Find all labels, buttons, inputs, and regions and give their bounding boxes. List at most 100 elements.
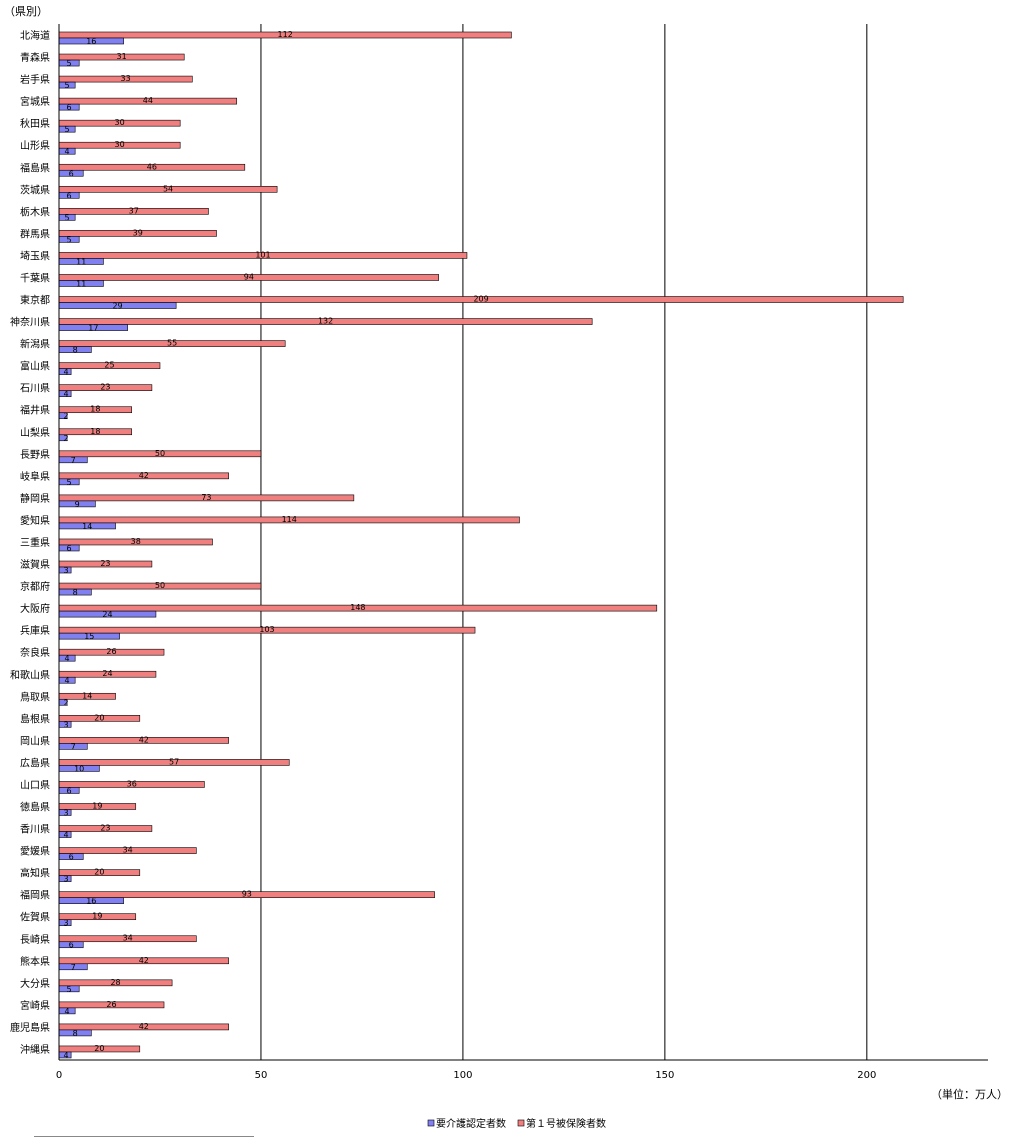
legend-swatch [517, 1119, 525, 1127]
legend-swatch [427, 1119, 435, 1127]
data-label: 34 [123, 846, 133, 855]
category-label: 岡山県 [20, 735, 50, 747]
category-label: 新潟県 [20, 338, 50, 351]
data-label: 14 [82, 691, 92, 700]
category-label: 山口県 [20, 779, 50, 791]
category-label: 香川県 [20, 824, 50, 836]
category-label: 群馬県 [20, 227, 50, 240]
data-label: 30 [114, 118, 124, 127]
x-tick-label: 150 [655, 1070, 674, 1081]
category-label: 滋賀県 [20, 558, 50, 571]
data-label: 4 [63, 1051, 68, 1060]
gridlines [260, 24, 868, 1060]
category-label: 和歌山県 [10, 668, 50, 681]
category-label: 山形県 [20, 140, 50, 152]
x-tick-label: 50 [255, 1070, 268, 1081]
category-label: 宮崎県 [20, 999, 50, 1012]
data-label: 16 [86, 37, 96, 46]
category-label: 福井県 [20, 404, 50, 417]
data-label: 6 [67, 191, 72, 200]
category-label: 神奈川県 [10, 316, 50, 329]
data-label: 50 [155, 449, 165, 458]
data-label: 94 [244, 272, 254, 281]
value-labels: 1121631533544630530446654637539510111941… [63, 30, 488, 1060]
data-label: 42 [139, 1022, 149, 1031]
data-label: 103 [259, 625, 274, 634]
data-label: 3 [63, 720, 68, 729]
x-tick-labels: 0 50 100 150 200 [56, 1070, 877, 1081]
category-label: 岩手県 [20, 73, 50, 86]
category-label: 沖縄県 [20, 1043, 50, 1056]
data-label: 4 [65, 147, 70, 156]
data-label: 46 [147, 162, 157, 171]
data-label: 11 [76, 257, 86, 266]
category-label: 福島県 [20, 161, 50, 174]
category-label: 大阪府 [20, 602, 50, 615]
data-label: 209 [473, 295, 488, 304]
data-label: 4 [63, 831, 68, 840]
category-label: 青森県 [20, 51, 50, 64]
data-label: 5 [65, 213, 70, 222]
category-label: 千葉県 [20, 271, 50, 284]
data-label: 5 [67, 985, 72, 994]
data-label: 7 [71, 742, 76, 751]
data-label: 93 [242, 890, 252, 899]
category-label: 広島県 [20, 756, 50, 769]
x-tick-label: 100 [453, 1070, 472, 1081]
category-label: 大分県 [20, 977, 50, 990]
category-label: 宮城県 [20, 95, 50, 108]
data-label: 8 [73, 1029, 78, 1038]
data-label: 26 [106, 1000, 116, 1009]
data-label: 44 [143, 96, 153, 105]
category-label: 島根県 [20, 712, 50, 725]
bars [58, 31, 904, 1059]
data-label: 2 [63, 412, 68, 421]
data-label: 3 [63, 808, 68, 817]
data-label: 114 [282, 515, 297, 524]
data-label: 38 [131, 537, 141, 546]
data-label: 5 [65, 125, 70, 134]
data-label: 23 [100, 824, 110, 833]
data-label: 6 [69, 853, 74, 862]
data-label: 16 [86, 897, 96, 906]
data-label: 18 [90, 427, 100, 436]
category-label: 茨城県 [20, 183, 50, 196]
legend-label: 第１号被保険者数 [526, 1117, 606, 1130]
category-label: 北海道 [20, 29, 50, 42]
data-label: 17 [88, 324, 98, 333]
data-label: 101 [255, 250, 270, 259]
data-label: 5 [67, 59, 72, 68]
category-axis-label: （県別） [4, 5, 48, 18]
data-label: 24 [102, 610, 112, 619]
category-label: 三重県 [20, 536, 50, 549]
data-label: 24 [102, 669, 112, 678]
data-label: 20 [94, 713, 104, 722]
data-label: 36 [127, 779, 137, 788]
data-label: 4 [65, 1007, 70, 1016]
data-label: 25 [104, 361, 114, 370]
data-label: 19 [92, 801, 102, 810]
data-label: 5 [67, 235, 72, 244]
category-label: 秋田県 [20, 117, 50, 130]
category-label: 愛知県 [20, 514, 50, 527]
data-label: 42 [139, 471, 149, 480]
data-label: 4 [63, 390, 68, 399]
category-label: 長野県 [20, 449, 50, 461]
data-label: 11 [76, 279, 86, 288]
data-label: 6 [69, 169, 74, 178]
data-label: 14 [82, 522, 92, 531]
data-label: 31 [117, 52, 127, 61]
category-label: 富山県 [20, 360, 50, 373]
data-label: 4 [65, 676, 70, 685]
data-label: 57 [169, 757, 179, 766]
data-label: 29 [112, 302, 122, 311]
data-label: 10 [74, 764, 84, 773]
category-label: 高知県 [20, 867, 50, 880]
category-label: 京都府 [20, 580, 50, 593]
data-label: 4 [63, 368, 68, 377]
x-tick-label: 200 [857, 1070, 876, 1081]
data-label: 132 [318, 317, 333, 326]
data-label: 4 [65, 654, 70, 663]
category-label: 佐賀県 [20, 912, 50, 924]
